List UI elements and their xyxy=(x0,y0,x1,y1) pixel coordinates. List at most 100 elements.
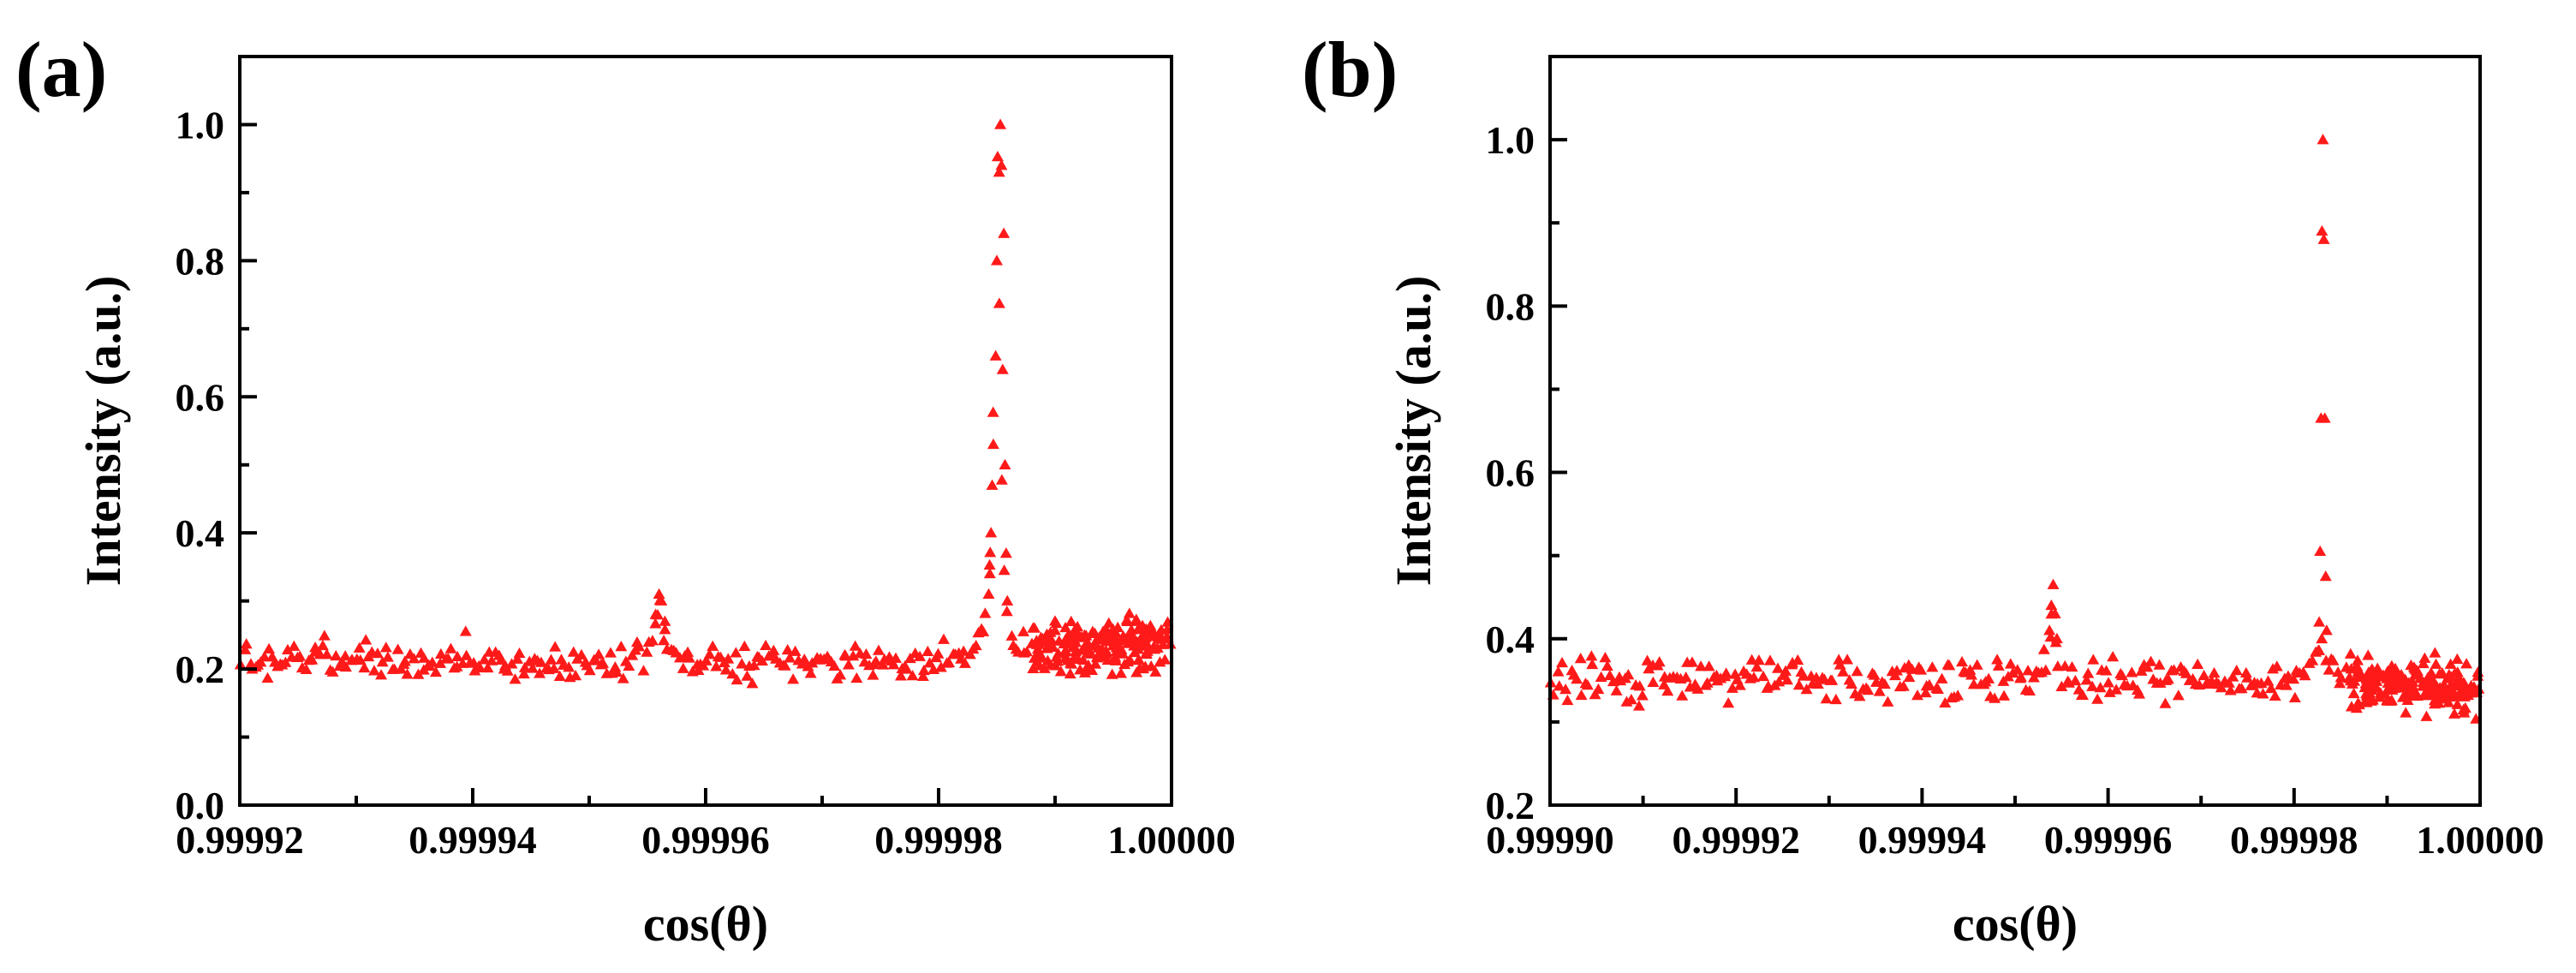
data-point-b xyxy=(1851,666,1863,677)
data-point-b xyxy=(2172,689,2185,701)
data-point-b xyxy=(2444,658,2457,669)
data-point-b xyxy=(1780,673,1793,685)
data-point-b xyxy=(1926,661,1939,672)
data-point-b xyxy=(2082,667,2095,678)
data-point-a xyxy=(989,349,1002,361)
x-tick-label-a: 1.00000 xyxy=(1107,818,1236,862)
data-point-a xyxy=(738,640,751,651)
data-point-a xyxy=(1005,630,1018,641)
data-point-a xyxy=(867,669,880,680)
data-point-b xyxy=(1636,689,1649,701)
data-point-b xyxy=(1952,689,1965,701)
data-point-a xyxy=(993,297,1005,308)
data-point-a xyxy=(741,670,754,681)
data-point-b xyxy=(1890,665,1903,676)
data-point-a xyxy=(326,666,339,677)
data-point-a xyxy=(937,633,950,644)
data-point-a xyxy=(943,656,956,668)
data-point-b xyxy=(2162,673,2174,684)
data-point-a xyxy=(914,650,927,661)
data-point-a xyxy=(1125,636,1138,647)
data-point-b xyxy=(2094,681,2107,693)
data-point-a xyxy=(1140,648,1153,660)
plot-frame-a xyxy=(238,55,1173,807)
data-point-a xyxy=(994,118,1007,129)
data-point-b xyxy=(2366,694,2379,705)
data-point-a xyxy=(850,672,863,683)
data-point-a xyxy=(969,639,982,651)
data-point-a xyxy=(730,647,742,658)
data-point-a xyxy=(991,254,1003,266)
data-point-b xyxy=(2430,658,2442,669)
data-point-b xyxy=(1750,660,1763,672)
data-point-b xyxy=(1722,697,1735,708)
data-point-a xyxy=(719,664,732,675)
data-point-a xyxy=(1076,654,1089,665)
data-point-a xyxy=(834,669,847,680)
data-point-a xyxy=(1048,615,1061,626)
data-point-b xyxy=(2352,697,2364,708)
data-point-b xyxy=(2115,669,2128,681)
y-tick-label-b: 0.8 xyxy=(1486,284,1535,328)
data-point-a xyxy=(281,643,294,654)
data-point-b xyxy=(1733,679,1746,690)
data-point-a xyxy=(1108,639,1121,651)
data-point-a xyxy=(444,642,457,654)
data-point-a xyxy=(451,650,464,662)
data-point-b xyxy=(2334,672,2347,683)
data-point-b xyxy=(2043,624,2056,636)
data-point-a xyxy=(1001,594,1014,606)
data-point-b xyxy=(1622,669,1635,680)
data-point-a xyxy=(567,646,580,657)
data-point-a xyxy=(1045,641,1058,652)
data-point-a xyxy=(1115,667,1128,678)
data-point-a xyxy=(1000,605,1013,617)
data-point-a xyxy=(1030,638,1043,649)
data-point-b xyxy=(1862,683,1875,695)
data-point-a xyxy=(784,652,796,663)
data-point-a xyxy=(279,656,292,667)
data-point-b xyxy=(1845,678,1857,689)
data-point-b xyxy=(2313,644,2326,655)
data-point-b xyxy=(2451,698,2464,709)
data-point-b xyxy=(2365,663,2378,674)
data-point-a xyxy=(547,662,560,673)
data-point-a xyxy=(923,657,936,668)
data-point-b xyxy=(2418,652,2431,663)
data-point-b xyxy=(2107,650,2120,662)
data-point-b xyxy=(2385,678,2398,689)
data-point-a xyxy=(518,661,531,672)
data-point-b xyxy=(2345,663,2358,674)
data-point-b xyxy=(1726,682,1738,693)
data-point-b xyxy=(1820,693,1833,704)
data-point-b xyxy=(2264,682,2277,694)
data-point-b xyxy=(1878,678,1891,689)
data-point-a xyxy=(996,363,1009,374)
data-point-a xyxy=(623,660,635,671)
data-point-a xyxy=(481,661,494,673)
data-point-a xyxy=(986,479,999,490)
data-point-b xyxy=(1581,678,1594,690)
data-point-a xyxy=(1064,615,1077,627)
data-point-a xyxy=(1145,660,1158,672)
data-point-b xyxy=(1653,655,1666,667)
data-point-a xyxy=(597,657,610,668)
data-point-a xyxy=(555,654,568,665)
data-point-a xyxy=(450,660,463,672)
data-point-a xyxy=(683,652,696,663)
data-point-b xyxy=(2318,412,2331,423)
data-point-a xyxy=(998,227,1011,238)
data-point-b xyxy=(2360,696,2373,707)
data-point-a xyxy=(513,647,526,659)
data-point-a xyxy=(263,642,276,654)
data-point-a xyxy=(887,659,900,670)
data-point-b xyxy=(2153,659,2166,670)
data-point-b xyxy=(2270,660,2283,672)
data-point-a xyxy=(646,635,659,646)
data-point-a xyxy=(993,166,1005,177)
data-point-b xyxy=(1595,671,1607,683)
data-point-b xyxy=(2045,599,2058,611)
data-point-a xyxy=(730,673,743,685)
data-point-b xyxy=(2288,691,2301,703)
data-point-a xyxy=(408,653,420,664)
